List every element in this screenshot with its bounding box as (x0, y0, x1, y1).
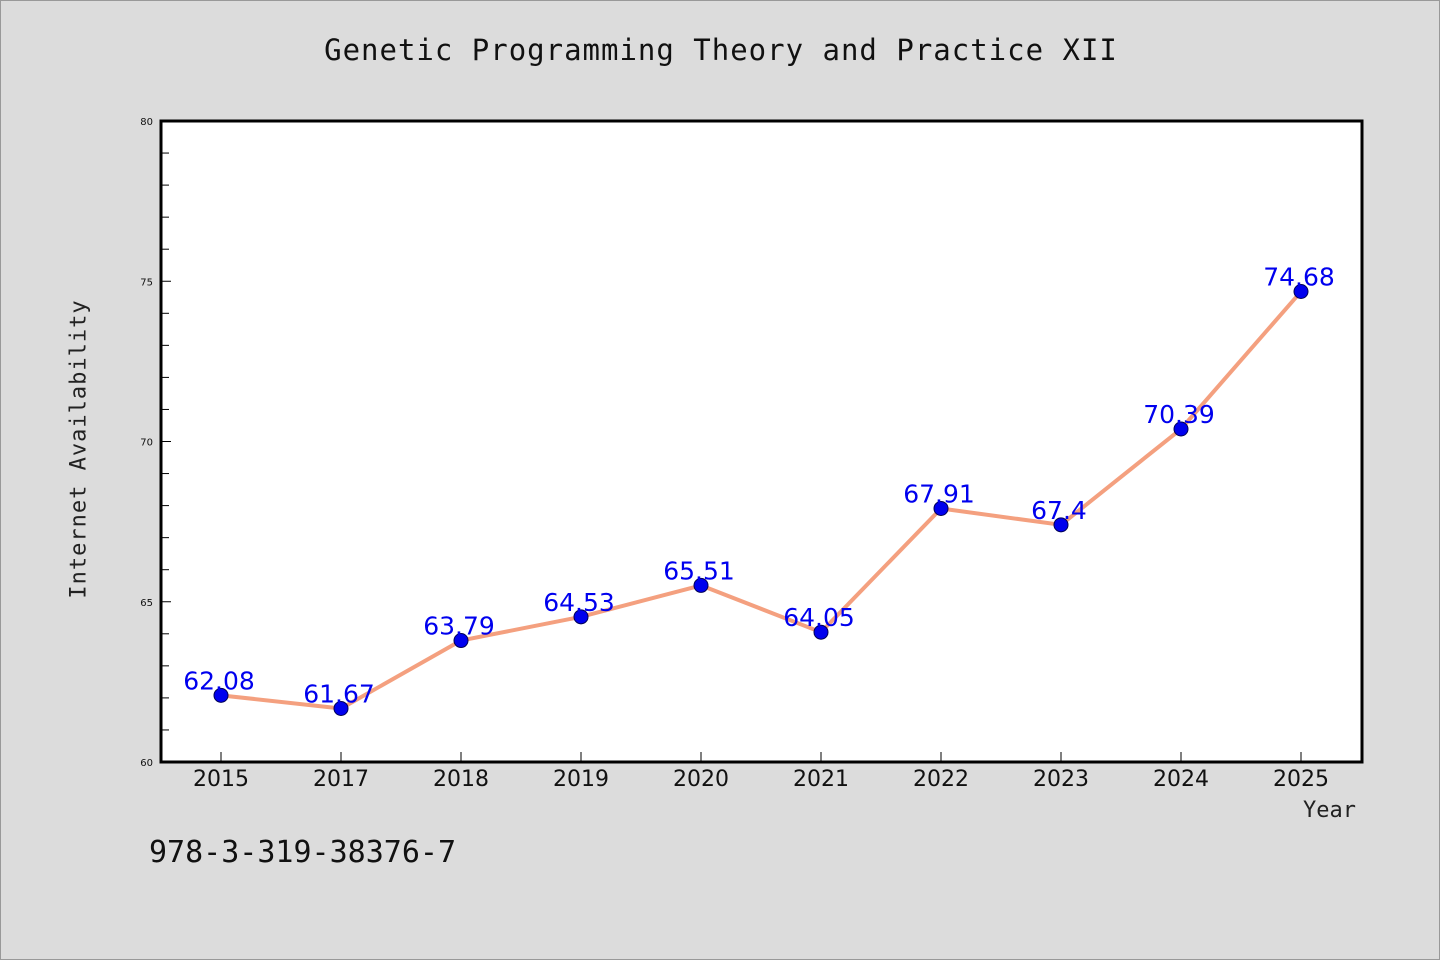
series-layer (213, 284, 1309, 716)
x-tick-label: 2025 (1273, 767, 1329, 792)
data-label: 67.4 (1031, 496, 1087, 525)
x-tick-label: 2017 (313, 767, 369, 792)
y-tick-label: 80 (140, 117, 153, 128)
data-label: 64.53 (543, 588, 615, 617)
y-tick-label: 75 (140, 277, 153, 288)
chart-title: Genetic Programming Theory and Practice … (324, 33, 1118, 67)
data-label: 62.08 (183, 666, 255, 695)
y-tick-label: 70 (140, 438, 153, 449)
data-point (333, 700, 349, 716)
y-tick-label: 60 (140, 758, 153, 769)
data-label: 65.51 (663, 556, 735, 585)
data-labels-layer: 62.08 61.67 63.79 64.53 65.51 64.05 67.91 67.4 7… (183, 263, 1335, 709)
x-tick-label: 2018 (433, 767, 489, 792)
data-label: 67.91 (903, 479, 975, 508)
x-tick-label: 2022 (913, 767, 969, 792)
data-point (693, 577, 709, 593)
x-axis: 2015 2017 2018 2019 2020 2021 2022 2023 2024 2025 (193, 752, 1329, 792)
data-point (1293, 284, 1309, 300)
data-point (1173, 421, 1189, 437)
x-tick-label: 2024 (1153, 767, 1209, 792)
data-label: 63.79 (423, 612, 495, 641)
series-line (219, 289, 1303, 711)
plot-frame (159, 119, 1364, 764)
plot-area (161, 121, 1362, 762)
data-point (933, 500, 949, 516)
data-label: 61.67 (303, 679, 375, 708)
x-tick-label: 2019 (553, 767, 609, 792)
x-tick-label: 2020 (673, 767, 729, 792)
footer-isbn: 978-3-319-38376-7 (149, 835, 457, 870)
data-point (1053, 517, 1069, 533)
x-tick-label: 2023 (1033, 767, 1089, 792)
data-point (813, 624, 829, 640)
data-label: 64.05 (783, 603, 855, 632)
data-point (453, 633, 469, 649)
data-point (573, 609, 589, 625)
data-point (213, 687, 229, 703)
x-tick-label: 2015 (193, 767, 249, 792)
data-label: 70.39 (1143, 400, 1215, 429)
x-tick-label: 2021 (793, 767, 849, 792)
data-label: 74.68 (1263, 263, 1335, 292)
y-tick-label: 65 (140, 598, 153, 609)
x-axis-label: Year (1303, 798, 1356, 823)
